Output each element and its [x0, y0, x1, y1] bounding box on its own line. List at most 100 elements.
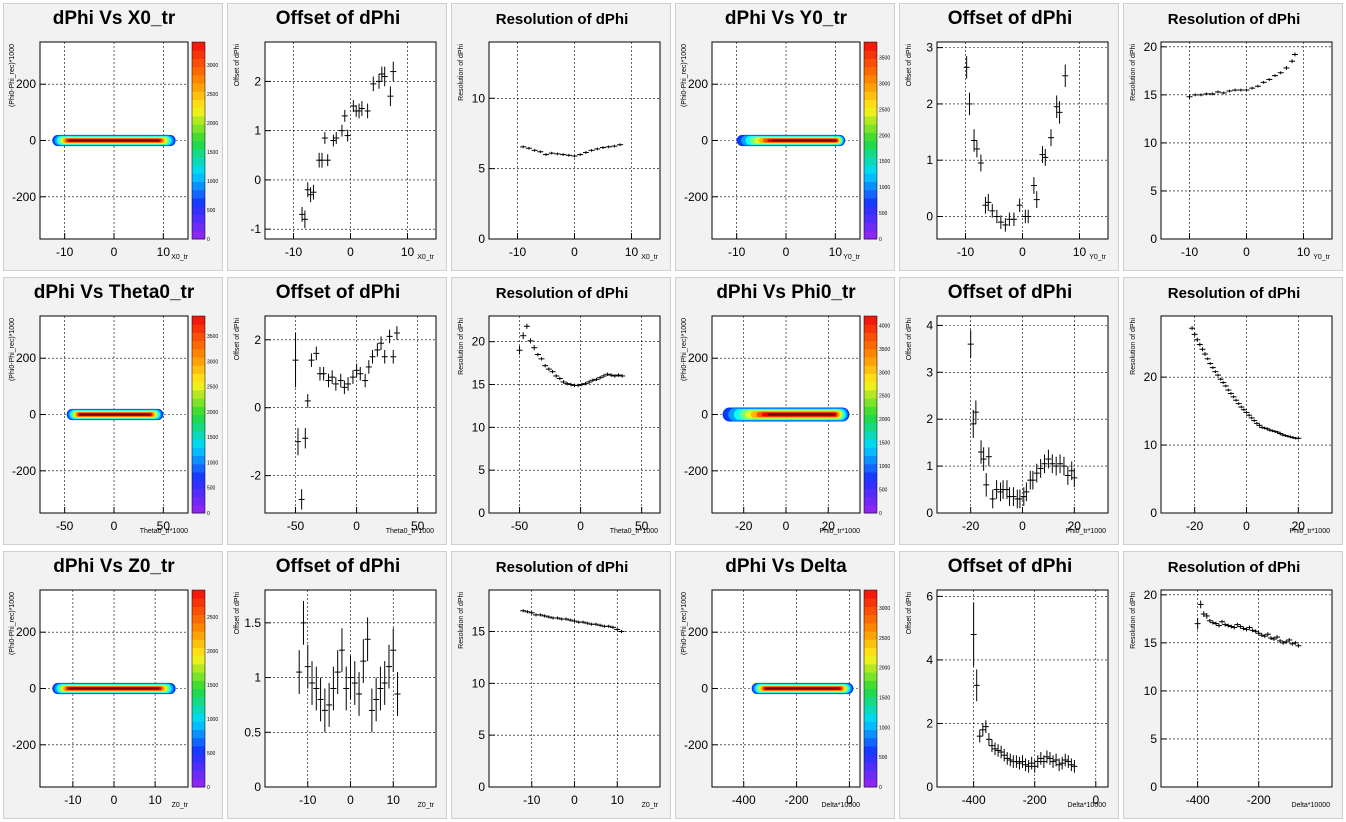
y-tick-label: -1	[250, 222, 261, 236]
palette-cell	[864, 745, 877, 755]
palette-tick-label: 500	[879, 755, 888, 761]
y-tick-label: 0	[254, 173, 261, 187]
chart-panel: Resolution of dPhi -20 0 20 0 10 20 Phi0_tr*100…	[1123, 277, 1343, 545]
x-tick-label: 10	[1073, 245, 1087, 259]
x-tick-label: 10	[401, 245, 415, 259]
palette-cell	[864, 471, 877, 481]
chart-panel: dPhi Vs Z0_tr 0 500 1000 1500 2000 2500 -10 0 10-…	[3, 551, 223, 819]
y-tick-label: -200	[12, 738, 36, 752]
y-tick-label: 1.5	[244, 616, 261, 630]
chart-title: dPhi Vs Y0_tr	[725, 8, 848, 29]
heatmap-contour	[68, 687, 160, 690]
y-tick-label: 200	[688, 77, 708, 91]
x-tick-label: 0	[1019, 519, 1026, 533]
plot-frame	[936, 589, 1109, 788]
palette-cell	[864, 42, 877, 51]
palette-cell	[192, 614, 205, 624]
x-tick-label: 0	[111, 245, 118, 259]
x-axis-label: Z0_tr	[642, 802, 659, 809]
chart-title: dPhi Vs Delta	[725, 556, 847, 577]
y-tick-label: 1	[254, 671, 261, 685]
y-tick-label: 0	[1150, 780, 1157, 794]
palette-cell	[864, 156, 877, 166]
chart-title: dPhi Vs Z0_tr	[53, 556, 175, 577]
palette-cell	[864, 83, 877, 92]
palette-cell	[864, 148, 877, 158]
palette-cell	[192, 696, 205, 706]
palette-cell	[192, 680, 205, 689]
y-tick-label: 0	[926, 209, 933, 223]
palette-cell	[864, 206, 877, 215]
palette-tick-label: 1000	[879, 464, 890, 470]
palette-tick-label: 1000	[207, 460, 218, 466]
y-axis-label: Offset of dPhi	[906, 318, 913, 361]
y-tick-label: 0	[701, 408, 708, 422]
y-axis-label: (Phi0-Phi_rec)*1000	[681, 318, 688, 381]
palette-cell	[864, 647, 877, 657]
y-tick-label: 15	[1144, 636, 1158, 650]
palette-tick-label: 3000	[207, 63, 218, 69]
chart-svg: dPhi Vs Phi0_tr0500100015002000250030003…	[681, 282, 890, 535]
heatmap-contour	[765, 687, 840, 690]
x-tick-label: -10	[728, 245, 746, 259]
y-axis-label: Resolution of dPhi	[458, 44, 465, 101]
x-tick-label: -200	[1247, 793, 1271, 807]
palette-cell	[192, 504, 205, 514]
palette-cell	[864, 373, 877, 383]
y-tick-label: 0	[478, 506, 485, 520]
palette-cell	[192, 496, 205, 506]
palette-cell	[864, 688, 877, 698]
palette-cell	[864, 398, 877, 407]
palette-cell	[192, 99, 205, 109]
palette-cell	[864, 132, 877, 141]
palette-cell	[192, 189, 205, 199]
chart-title: dPhi Vs Phi0_tr	[716, 282, 856, 303]
x-tick-label: -50	[56, 519, 74, 533]
palette-cell	[864, 737, 877, 747]
y-tick-label: -200	[684, 464, 708, 478]
y-tick-label: 2	[254, 74, 261, 88]
x-tick-label: 50	[157, 519, 171, 533]
palette-cell	[864, 165, 877, 174]
y-tick-label: 2	[926, 716, 933, 730]
y-tick-label: -200	[12, 464, 36, 478]
palette-cell	[192, 598, 205, 607]
x-tick-label: 20	[822, 519, 836, 533]
palette-tick-label: 500	[879, 211, 888, 217]
y-axis-label: Offset of dPhi	[234, 44, 241, 87]
y-tick-label: -2	[250, 469, 261, 483]
palette-tick-label: 0	[207, 237, 210, 243]
palette-tick-label: 4000	[879, 323, 890, 329]
palette-cell	[192, 770, 205, 780]
palette-cell	[864, 66, 877, 76]
palette-cell	[864, 504, 877, 514]
x-tick-label: -10	[56, 245, 74, 259]
x-tick-label: -20	[735, 519, 753, 533]
palette-cell	[864, 115, 877, 125]
chart-panel: Offset of dPhi -400 -200 0 0 2 4 6 Delta*10000 Of…	[899, 551, 1119, 819]
y-tick-label: 0	[478, 780, 485, 794]
palette-cell	[864, 721, 877, 731]
palette-cell	[192, 737, 205, 747]
palette-tick-label: 0	[879, 785, 882, 791]
y-tick-label: 2	[926, 412, 933, 426]
palette-tick-label: 3000	[879, 370, 890, 376]
palette-cell	[864, 107, 877, 117]
chart-panel: Resolution of dPhi -10 0 10 0 5 10 X0_tr Resolut…	[451, 3, 671, 271]
chart-svg: dPhi Vs Delta050010001500200025003000-40…	[681, 556, 890, 809]
x-tick-label: 50	[411, 519, 425, 533]
palette-cell	[192, 381, 205, 391]
y-tick-label: 0	[701, 134, 708, 148]
x-axis-label: Delta*10000	[1067, 802, 1106, 809]
palette-tick-label: 2500	[207, 615, 218, 621]
chart-svg: Offset of dPhi -10 0 10 0 0.5 1 1.5 Z0_tr Offset …	[234, 556, 437, 809]
y-tick-label: 1	[926, 459, 933, 473]
palette-cell	[864, 696, 877, 706]
palette-cell	[192, 688, 205, 698]
palette-cell	[192, 590, 205, 599]
palette-cell	[864, 332, 877, 342]
y-tick-label: 5	[478, 728, 485, 742]
x-tick-label: 20	[1068, 519, 1082, 533]
y-tick-label: 200	[16, 351, 36, 365]
